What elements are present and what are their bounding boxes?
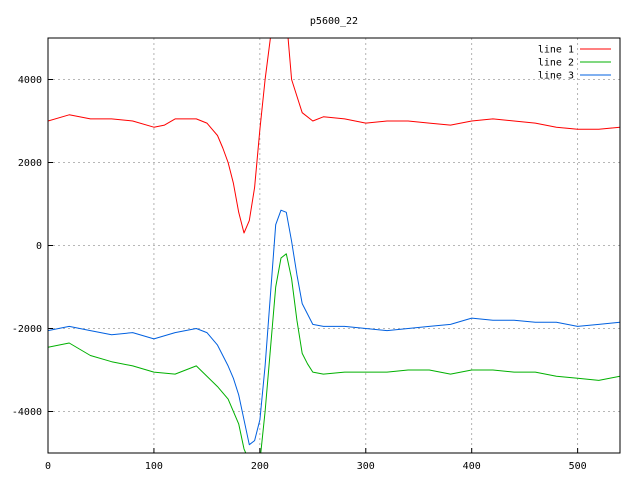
series-line-3 — [48, 209, 620, 446]
x-tick-label: 500 — [569, 461, 587, 472]
legend-label: line 3 — [538, 71, 574, 82]
chart-title: p5600_22 — [310, 16, 358, 27]
x-tick-label: 100 — [145, 461, 163, 472]
legend-label: line 2 — [538, 58, 574, 69]
legend: line 1 line 2 line 3 — [538, 45, 611, 82]
y-tick-label: -2000 — [12, 324, 42, 335]
series-line-2 — [48, 253, 620, 453]
y-tick-label: 4000 — [18, 75, 42, 86]
y-tick-label: 2000 — [18, 158, 42, 169]
axes: 0 100 200 300 400 500 -4000 -2000 0 2000 4000 — [12, 75, 587, 472]
x-tick-label: 0 — [45, 461, 51, 472]
series-line-1 — [48, 38, 620, 234]
x-tick-label: 400 — [463, 461, 481, 472]
x-tick-label: 200 — [251, 461, 269, 472]
y-tick-label: -4000 — [12, 407, 42, 418]
x-tick-label: 300 — [357, 461, 375, 472]
series-layer — [48, 38, 620, 453]
legend-label: line 1 — [538, 45, 574, 56]
grid — [48, 38, 620, 453]
y-tick-label: 0 — [36, 241, 42, 252]
